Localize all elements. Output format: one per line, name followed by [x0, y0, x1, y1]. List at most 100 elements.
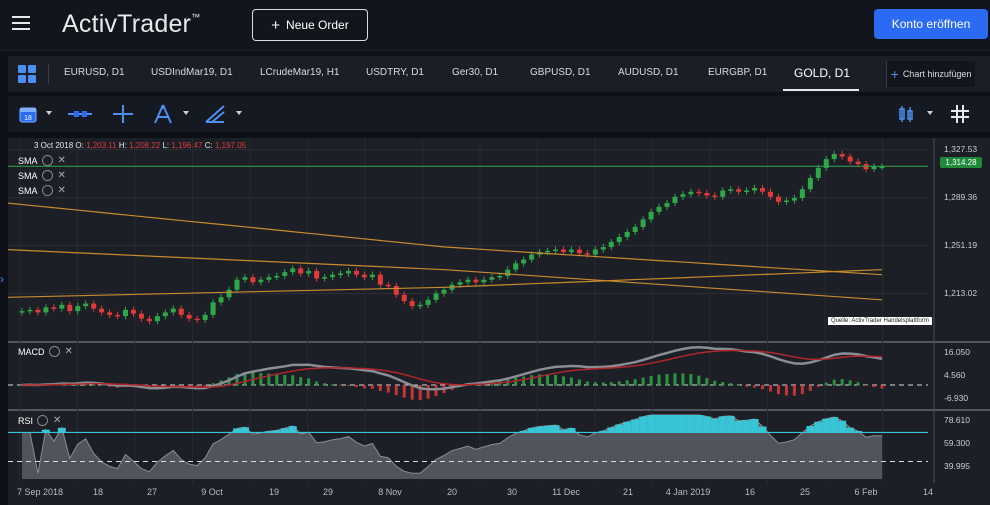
chart-area[interactable]: 3 Oct 2018 O: 1,203.11 H: 1,208.22 L: 1,…	[8, 138, 990, 483]
candle-body	[369, 274, 375, 278]
macd-histogram-bar	[530, 375, 534, 386]
candle-body	[266, 277, 272, 280]
candle-body	[250, 277, 256, 283]
candle-body	[401, 294, 407, 302]
macd-histogram-bar	[171, 385, 175, 386]
rsi-overbought-fill	[694, 415, 703, 433]
rsi-overbought-fill	[57, 427, 66, 433]
settings-icon[interactable]	[48, 346, 60, 357]
chevron-down-icon[interactable]	[236, 111, 242, 115]
settings-icon[interactable]	[41, 170, 53, 181]
drawing-tool-icon[interactable]	[204, 104, 226, 124]
chevron-right-icon[interactable]: ›	[0, 272, 4, 286]
menu-icon[interactable]	[12, 16, 30, 30]
candle-body	[473, 279, 479, 283]
settings-icon[interactable]	[41, 155, 53, 166]
tab-eurgbp[interactable]: EURGBP, D1	[708, 67, 768, 78]
x-tick-label: 20	[446, 487, 458, 497]
x-tick-label: 6 Feb	[854, 487, 878, 497]
candle-body	[27, 309, 33, 312]
close-icon[interactable]: ✕	[57, 170, 66, 181]
macd-histogram-bar	[362, 385, 366, 389]
macd-histogram-bar	[267, 373, 271, 386]
candle-body	[831, 154, 837, 160]
line-tool-icon[interactable]	[66, 104, 94, 124]
macd-histogram-bar	[554, 374, 558, 386]
tab-lcrudemar19[interactable]: LCrudeMar19, H1	[260, 67, 340, 78]
macd-signal-line	[22, 349, 883, 389]
chevron-down-icon[interactable]	[46, 111, 52, 115]
candle-body	[433, 293, 439, 300]
candle-body	[314, 270, 320, 279]
candlestick-type-icon[interactable]	[898, 104, 914, 124]
macd-histogram-bar	[601, 382, 605, 386]
macd-histogram-bar	[577, 379, 581, 386]
settings-icon[interactable]	[41, 185, 53, 196]
macd-histogram-bar	[100, 384, 104, 386]
calendar-icon[interactable]: 18	[18, 104, 38, 124]
add-chart-button[interactable]: + Chart hinzufügen	[886, 61, 975, 87]
macd-histogram-bar	[108, 385, 112, 387]
grid-toggle-icon[interactable]	[950, 104, 970, 124]
candle-body	[393, 285, 399, 295]
rsi-overbought-fill	[288, 426, 297, 433]
rsi-overbought-fill	[535, 426, 544, 433]
tab-audusd[interactable]: AUDUSD, D1	[618, 67, 679, 78]
chevron-down-icon[interactable]	[183, 111, 189, 115]
close-icon[interactable]: ✕	[57, 155, 66, 166]
candle-body	[568, 249, 574, 253]
rsi-overbought-fill	[726, 415, 735, 433]
macd-histogram-bar	[569, 377, 573, 386]
grid-layout-icon[interactable]	[18, 65, 36, 83]
candle-body	[457, 282, 463, 285]
macd-histogram-bar	[633, 379, 637, 386]
candle-body	[353, 270, 359, 275]
fibonacci-icon[interactable]	[152, 104, 174, 124]
macd-histogram-bar	[378, 385, 382, 392]
candle-body	[799, 189, 805, 199]
settings-icon[interactable]	[37, 415, 49, 426]
candle-body	[186, 314, 192, 319]
close-icon[interactable]: ✕	[57, 185, 66, 196]
macd-histogram-bar	[665, 373, 669, 386]
open-account-button[interactable]: Konto eröffnen	[874, 9, 988, 39]
x-tick-label: 9 Oct	[201, 487, 223, 497]
candle-body	[322, 277, 328, 279]
macd-histogram-bar	[410, 385, 414, 400]
plus-icon: +	[271, 16, 281, 34]
tab-usdindmar19[interactable]: USDIndMar19, D1	[151, 67, 233, 78]
tab-usdtry[interactable]: USDTRY, D1	[366, 67, 424, 78]
y-tick-label: 39.995	[944, 461, 970, 471]
chart-canvas[interactable]	[8, 138, 990, 483]
tab-gbpusd[interactable]: GBPUSD, D1	[530, 67, 591, 78]
tab-ger30[interactable]: Ger30, D1	[452, 67, 499, 78]
candle-body	[871, 166, 877, 170]
macd-histogram-bar	[514, 377, 518, 386]
candle-body	[680, 194, 686, 197]
macd-histogram-bar	[769, 385, 773, 392]
macd-histogram-bar	[673, 373, 677, 386]
rsi-overbought-fill	[639, 416, 648, 433]
rsi-overbought-fill	[599, 430, 608, 433]
crosshair-icon[interactable]	[112, 104, 134, 124]
close-icon[interactable]: ✕	[64, 346, 73, 357]
indicator-sma-2[interactable]: SMA ✕	[18, 170, 66, 181]
rsi-overbought-fill	[814, 421, 823, 433]
indicator-sma-1[interactable]: SMA ✕	[18, 155, 66, 166]
plus-icon: +	[890, 66, 899, 82]
candle-body	[783, 200, 789, 203]
macd-pane-label[interactable]: MACD ✕	[18, 346, 73, 357]
candle-body	[560, 249, 566, 253]
close-icon[interactable]: ✕	[53, 415, 62, 426]
y-tick-label: -6.930	[944, 393, 969, 403]
sma-line	[8, 269, 883, 298]
ohlc-open-label: O:	[75, 141, 84, 150]
tab-gold[interactable]: GOLD, D1	[794, 66, 851, 80]
chevron-down-icon[interactable]	[927, 111, 933, 115]
new-order-button[interactable]: + Neue Order	[252, 9, 368, 41]
candle-body	[489, 277, 495, 280]
candle-body	[696, 191, 702, 194]
tab-eurusd[interactable]: EURUSD, D1	[64, 67, 125, 78]
indicator-sma-3[interactable]: SMA ✕	[18, 185, 66, 196]
rsi-pane-label[interactable]: RSI ✕	[18, 415, 61, 426]
